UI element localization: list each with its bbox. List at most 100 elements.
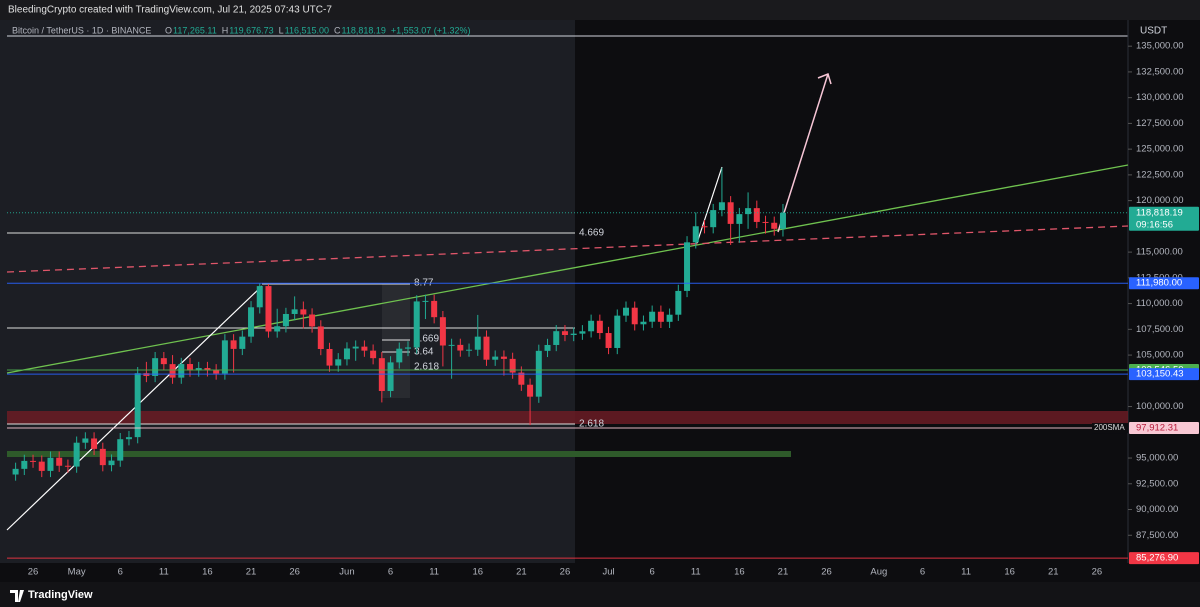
candle-body bbox=[248, 307, 255, 337]
candle-body bbox=[579, 331, 586, 334]
candle-body bbox=[239, 336, 246, 349]
x-tick-label: 16 bbox=[202, 567, 213, 578]
candle-body bbox=[492, 356, 499, 360]
candle-body bbox=[771, 222, 778, 229]
candle-body bbox=[570, 333, 577, 335]
candle-body bbox=[309, 314, 316, 327]
candle-body bbox=[91, 438, 98, 449]
x-tick-label: 11 bbox=[961, 567, 971, 578]
y-tick-label: 130,000.00 bbox=[1136, 92, 1184, 103]
candle-body bbox=[675, 290, 682, 315]
y-tick-label: 122,500.00 bbox=[1136, 169, 1184, 180]
candle-body bbox=[195, 368, 202, 371]
ohlc-value: 118,818.19 bbox=[342, 25, 386, 35]
x-tick-label: 21 bbox=[1048, 567, 1059, 578]
candle-body bbox=[12, 468, 19, 475]
candle-body bbox=[405, 347, 411, 349]
support-zone bbox=[7, 451, 791, 457]
symbol: Bitcoin / TetherUS · 1D · BINANCE bbox=[12, 25, 151, 35]
price-tag bbox=[1129, 206, 1199, 231]
candle-body bbox=[527, 384, 534, 397]
candle-body bbox=[335, 359, 342, 366]
candle-body bbox=[614, 315, 621, 348]
candle-body bbox=[213, 370, 220, 374]
candle-body bbox=[343, 348, 350, 360]
currency: USDT bbox=[1140, 26, 1167, 37]
candle-body bbox=[152, 358, 159, 376]
candle-body bbox=[178, 364, 185, 378]
candle-body bbox=[736, 214, 743, 224]
y-tick-label: 87,500.00 bbox=[1136, 530, 1178, 541]
candle-body bbox=[326, 348, 333, 366]
candle-body bbox=[187, 364, 193, 371]
x-tick-label: 16 bbox=[472, 567, 483, 578]
x-tick-label: 21 bbox=[778, 567, 789, 578]
candle-body bbox=[38, 461, 45, 471]
impulse-line bbox=[696, 166, 723, 244]
candle-body bbox=[684, 242, 691, 291]
candle-body bbox=[753, 208, 760, 222]
candle-body bbox=[56, 457, 63, 466]
candle-body bbox=[553, 331, 560, 345]
y-tick-label: 90,000.00 bbox=[1136, 504, 1178, 515]
candle-body bbox=[745, 208, 752, 215]
candle-body bbox=[483, 336, 490, 360]
candle-body bbox=[439, 317, 446, 346]
dashed-trendline bbox=[6, 225, 1129, 273]
candle-body bbox=[117, 439, 124, 461]
candle-body bbox=[623, 307, 629, 316]
x-tick-label: 6 bbox=[388, 567, 393, 578]
x-tick-label: 26 bbox=[289, 567, 300, 578]
x-tick-label: Jul bbox=[602, 567, 614, 578]
candle-body bbox=[448, 344, 455, 346]
candle-body bbox=[204, 368, 211, 371]
candle-body bbox=[509, 358, 516, 373]
fib-label: 2.618 bbox=[579, 419, 604, 430]
price-tag-label: 118,818.19 bbox=[1136, 207, 1183, 218]
x-tick-label: 16 bbox=[734, 567, 745, 578]
x-tick-label: 26 bbox=[821, 567, 832, 578]
candle-body bbox=[352, 346, 359, 349]
x-tick-label: 21 bbox=[516, 567, 527, 578]
resistance-zone bbox=[7, 411, 1128, 424]
price-tag bbox=[1129, 552, 1199, 565]
candle-body bbox=[73, 442, 80, 467]
candle-body bbox=[518, 372, 525, 385]
candle-body bbox=[640, 321, 647, 325]
ohlc-legend: O 117,265.11 H 119,676.73 L 116,515.00 C 118,81… bbox=[165, 25, 470, 35]
candle-body bbox=[64, 465, 71, 467]
candle-body bbox=[596, 320, 603, 334]
candle-body bbox=[718, 202, 725, 211]
ohlc-change: +1,553.07 (+1.32%) bbox=[391, 25, 471, 35]
candle-body bbox=[762, 221, 769, 223]
y-tick-label: 95,000.00 bbox=[1136, 453, 1178, 464]
ohlc-key: L bbox=[279, 25, 284, 35]
fib-label: 3.669 bbox=[414, 334, 439, 345]
candle-body bbox=[500, 356, 507, 359]
candle-body bbox=[413, 301, 420, 348]
y-tick-label: 100,000.00 bbox=[1136, 401, 1184, 412]
y-tick-label: 135,000.00 bbox=[1136, 41, 1184, 52]
x-tick-label: 6 bbox=[920, 567, 925, 578]
candle-body bbox=[701, 226, 708, 228]
y-tick-label: 92,500.00 bbox=[1136, 478, 1178, 489]
candle-body bbox=[125, 437, 132, 440]
candle-body bbox=[82, 438, 89, 443]
trendline bbox=[6, 164, 1129, 374]
x-tick-label: 26 bbox=[1092, 567, 1103, 578]
candle-body bbox=[387, 362, 394, 392]
candle-body bbox=[99, 448, 106, 466]
x-tick-label: 26 bbox=[560, 567, 571, 578]
x-tick-label: 11 bbox=[159, 567, 169, 578]
y-tick-label: 115,000.00 bbox=[1136, 247, 1183, 258]
candle-body bbox=[396, 348, 403, 363]
ohlc-key: O bbox=[165, 25, 172, 35]
candle-body bbox=[649, 311, 656, 322]
price-tag-label: 103,150.43 bbox=[1136, 369, 1184, 380]
ohlc-key: H bbox=[222, 25, 229, 35]
shaded-range bbox=[0, 20, 575, 563]
candle-body bbox=[169, 364, 176, 378]
price-tag bbox=[1129, 368, 1199, 381]
candle-body bbox=[21, 460, 28, 469]
candle-body bbox=[474, 336, 481, 350]
